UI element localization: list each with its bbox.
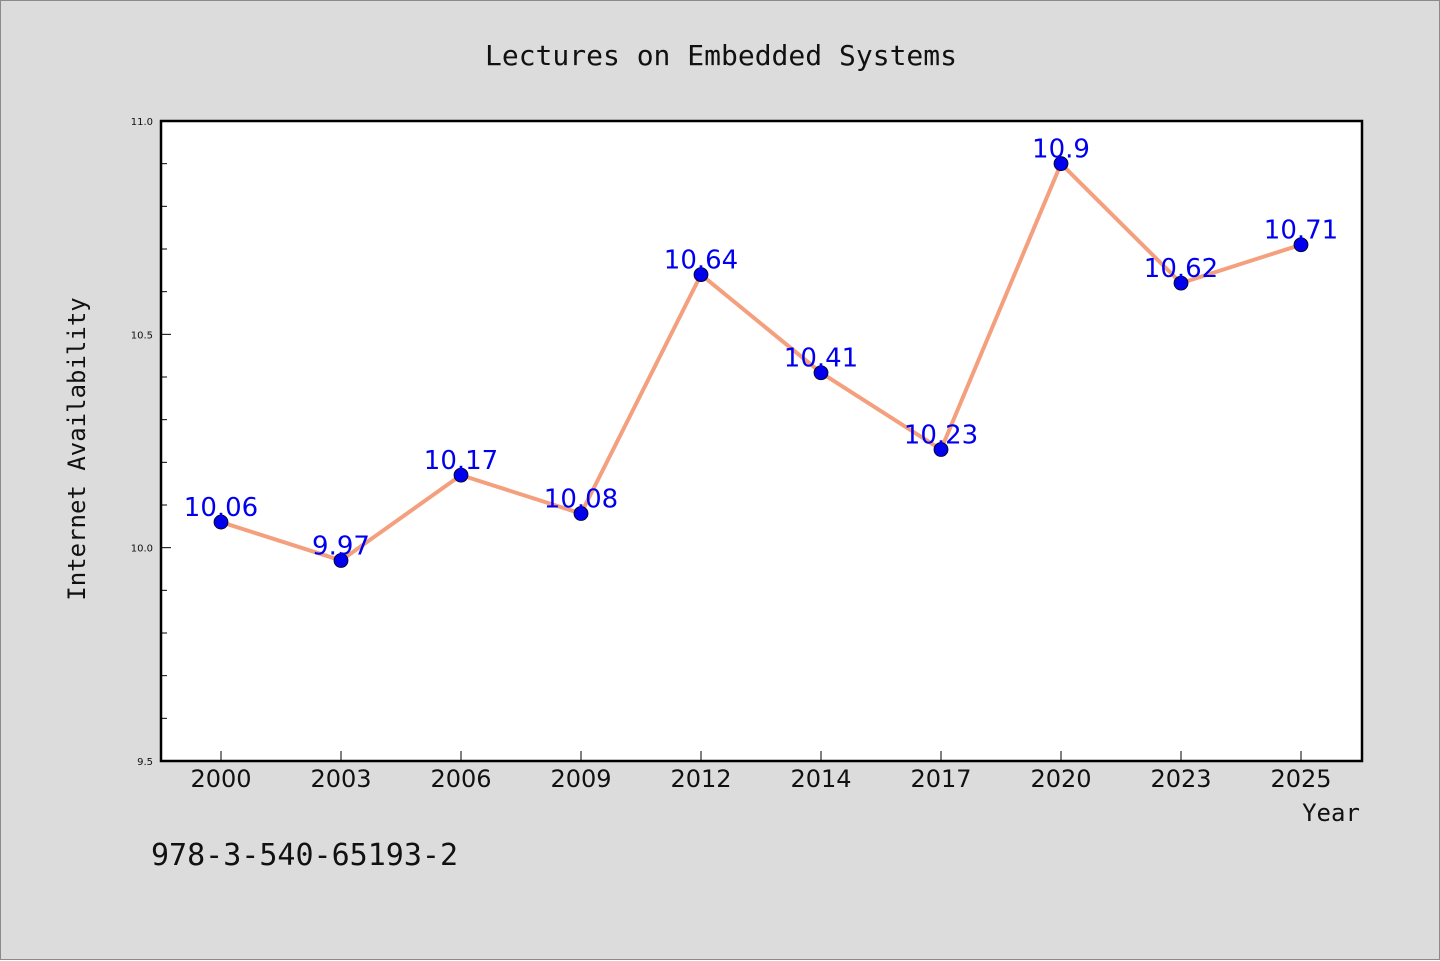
data-label: 9.97 bbox=[312, 531, 370, 561]
y-tick-label: 10.5 bbox=[131, 330, 153, 341]
isbn-footnote: 978-3-540-65193-2 bbox=[151, 838, 458, 873]
y-axis-title: Internet Availability bbox=[63, 297, 91, 600]
data-point bbox=[1053, 156, 1069, 172]
data-point bbox=[1293, 237, 1309, 253]
data-point bbox=[333, 553, 349, 568]
data-point bbox=[813, 365, 829, 381]
data-point bbox=[573, 506, 589, 521]
x-tick-label: 2014 bbox=[790, 765, 851, 793]
x-tick-label: 2009 bbox=[550, 765, 611, 793]
data-label: 10.06 bbox=[184, 493, 258, 523]
chart-title: Lectures on Embedded Systems bbox=[485, 39, 957, 72]
plot-area bbox=[159, 119, 1364, 763]
data-label: 10.71 bbox=[1264, 216, 1338, 246]
data-label: 10.17 bbox=[424, 446, 498, 476]
y-tick-label: 11.0 bbox=[131, 117, 153, 128]
y-tick-label: 10.0 bbox=[131, 544, 153, 555]
y-tick-label: 9.5 bbox=[137, 757, 153, 768]
data-point bbox=[453, 467, 469, 483]
x-tick-label: 2012 bbox=[670, 765, 731, 793]
data-point bbox=[213, 514, 229, 530]
data-label: 10.64 bbox=[664, 246, 738, 276]
x-tick-label: 2020 bbox=[1030, 765, 1091, 793]
x-tick-label: 2023 bbox=[1150, 765, 1211, 793]
data-label: 10.08 bbox=[544, 485, 618, 515]
data-point bbox=[693, 267, 709, 283]
data-label: 10.62 bbox=[1144, 254, 1218, 284]
series-line bbox=[220, 161, 1302, 563]
series-line-group: 10.06 9.97 10.17 10.08 10.64 10.41 10.23 10.9 10… bbox=[184, 135, 1338, 568]
x-tick-label: 2000 bbox=[190, 765, 251, 793]
data-point bbox=[933, 442, 949, 457]
x-axis: 2000 2003 2006 2009 2012 2014 2017 2020 2023 2025 bbox=[190, 751, 1332, 793]
x-tick-label: 2025 bbox=[1270, 765, 1331, 793]
data-label: 10.9 bbox=[1032, 135, 1090, 165]
x-tick-label: 2006 bbox=[430, 765, 491, 793]
x-axis-title: Year bbox=[1302, 799, 1360, 827]
x-tick-label: 2003 bbox=[310, 765, 371, 793]
data-label: 10.23 bbox=[904, 421, 978, 451]
data-point bbox=[1173, 275, 1189, 291]
y-axis: 9.5 10.0 10.5 11.0 bbox=[131, 117, 171, 768]
data-label: 10.41 bbox=[784, 344, 858, 374]
x-tick-label: 2017 bbox=[910, 765, 971, 793]
